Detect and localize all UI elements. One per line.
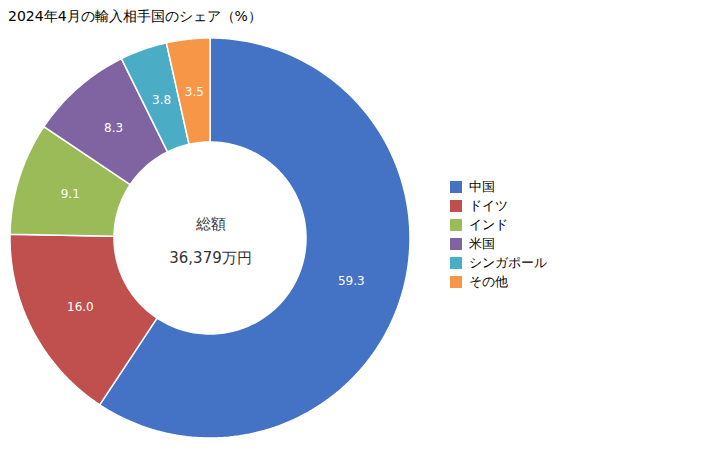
svg-text:3.8: 3.8 (152, 93, 171, 107)
html-text:米国: 米国 (468, 235, 495, 251)
html-text:ドイツ: ドイツ (468, 197, 508, 213)
html-text:インド: インド (468, 216, 508, 232)
svg-text:3.5: 3.5 (185, 85, 204, 99)
svg-text:36,379万円: 36,379万円 (169, 249, 252, 267)
svg-text:8.3: 8.3 (104, 121, 123, 135)
html-text:シンガポール: シンガポール (468, 254, 547, 270)
svg-text:総額: 総額 (195, 215, 226, 233)
html-text:中国: 中国 (468, 178, 495, 194)
html-text:その他: その他 (468, 273, 508, 289)
svg-text:9.1: 9.1 (61, 187, 80, 201)
html-text:2024年4月の輸入相手国のシェア（%）: 2024年4月の輸入相手国のシェア（%） (8, 8, 262, 24)
svg-text:16.0: 16.0 (67, 300, 94, 314)
svg-text:59.3: 59.3 (338, 274, 365, 288)
